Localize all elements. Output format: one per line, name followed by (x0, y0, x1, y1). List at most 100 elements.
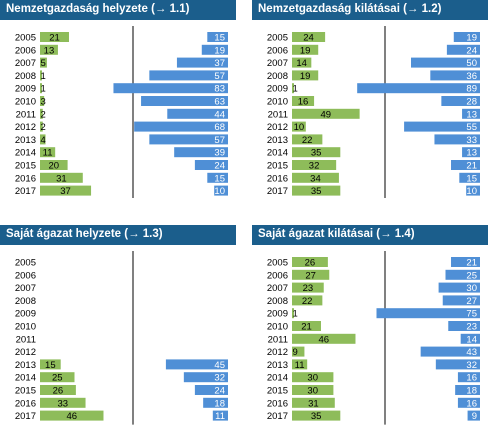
positive-bar (292, 359, 308, 370)
negative-bar (134, 121, 228, 132)
bar-chart: 2005 26 21 2006 27 25 2007 23 30 2008 22 27 2009 1 75 2… (267, 251, 480, 425)
year-label: 2011 (16, 109, 36, 120)
negative-value-label: 45 (214, 360, 225, 371)
positive-value-label: 13 (44, 45, 55, 56)
positive-value-label: 1 (41, 84, 46, 95)
year-label: 2007 (267, 283, 288, 294)
positive-value-label: 20 (49, 161, 60, 172)
year-label: 2013 (15, 360, 36, 371)
negative-bar (438, 282, 480, 293)
negative-bar (442, 295, 480, 306)
negative-bar (467, 410, 480, 421)
positive-bar (292, 257, 328, 267)
negative-value-label: 19 (466, 33, 477, 44)
positive-value-label: 26 (53, 386, 64, 397)
negative-value-label: 11 (215, 411, 225, 422)
positive-value-label: 3 (41, 97, 46, 108)
positive-bar (292, 385, 334, 395)
positive-value-label: 22 (302, 135, 313, 146)
year-label: 2014 (267, 373, 288, 384)
positive-value-label: 35 (311, 186, 322, 197)
year-label: 2010 (15, 322, 36, 333)
positive-bar (292, 410, 341, 421)
negative-bar (201, 44, 228, 55)
negative-bar (462, 147, 480, 158)
negative-value-label: 23 (466, 322, 477, 333)
positive-value-label: 30 (307, 386, 318, 397)
positive-value-label: 34 (310, 173, 321, 184)
positive-value-label: 21 (49, 33, 60, 44)
positive-value-label: 10 (294, 122, 305, 133)
year-label: 2008 (15, 296, 36, 307)
negative-value-label: 10 (214, 186, 225, 197)
positive-value-label: 24 (303, 33, 314, 44)
year-label: 2007 (15, 58, 36, 69)
positive-bar (40, 385, 76, 395)
positive-value-label: 21 (301, 322, 312, 333)
negative-value-label: 27 (466, 296, 477, 307)
negative-bar (441, 96, 480, 106)
negative-bar (453, 32, 480, 42)
negative-bar (411, 57, 480, 68)
positive-bar (292, 295, 323, 306)
positive-value-label: 1 (41, 71, 46, 82)
positive-bar (292, 121, 306, 132)
year-label: 2005 (15, 258, 36, 269)
negative-value-label: 30 (466, 283, 477, 294)
panel-header: Nemzetgazdaság helyzete (→ 1.1) (0, 0, 236, 20)
positive-bar (292, 372, 334, 383)
positive-value-label: 11 (43, 148, 53, 159)
negative-value-label: 9 (472, 411, 477, 422)
year-label: 2014 (15, 148, 36, 159)
positive-value-label: 2 (41, 122, 46, 133)
year-label: 2008 (267, 296, 288, 307)
year-label: 2007 (15, 283, 36, 294)
positive-bar (292, 44, 319, 55)
year-label: 2006 (267, 45, 288, 56)
negative-bar (194, 160, 228, 170)
positive-value-label: 27 (305, 270, 316, 281)
negative-value-label: 32 (214, 373, 225, 384)
positive-bar (292, 172, 339, 183)
positive-value-label: 11 (295, 360, 305, 371)
negative-bar (207, 32, 228, 42)
negative-bar (435, 359, 480, 370)
positive-value-label: 46 (66, 411, 77, 422)
year-label: 2010 (267, 322, 288, 333)
positive-bar (40, 57, 47, 68)
year-label: 2011 (268, 109, 288, 120)
negative-bar (457, 372, 480, 383)
negative-value-label: 15 (214, 33, 225, 44)
negative-bar (462, 108, 480, 119)
positive-bar (292, 321, 321, 331)
negative-bar (434, 134, 480, 145)
negative-value-label: 13 (466, 109, 477, 120)
positive-bar (292, 282, 324, 293)
positive-bar (40, 32, 69, 42)
negative-bar (459, 172, 480, 183)
year-label: 2008 (267, 71, 288, 82)
positive-value-label: 19 (300, 45, 311, 56)
year-label: 2008 (15, 71, 36, 82)
year-label: 2016 (15, 173, 36, 184)
negative-bar (174, 147, 228, 158)
year-label: 2009 (267, 309, 288, 320)
positive-bar (292, 96, 315, 106)
negative-bar (451, 160, 480, 170)
positive-bar (292, 397, 335, 408)
year-label: 2010 (267, 97, 288, 108)
year-label: 2005 (267, 33, 288, 44)
positive-bar (292, 346, 305, 357)
negative-bar (376, 308, 480, 319)
positive-value-label: 32 (309, 161, 320, 172)
year-label: 2015 (15, 161, 36, 172)
positive-value-label: 35 (311, 148, 322, 159)
positive-bar (292, 57, 312, 68)
year-label: 2009 (15, 84, 36, 95)
negative-value-label: 44 (214, 109, 225, 120)
year-label: 2007 (267, 58, 288, 69)
negative-bar (451, 257, 480, 267)
panel-header: Saját ágazat kilátásai (→ 1.4) (252, 225, 488, 245)
positive-value-label: 23 (303, 283, 314, 294)
